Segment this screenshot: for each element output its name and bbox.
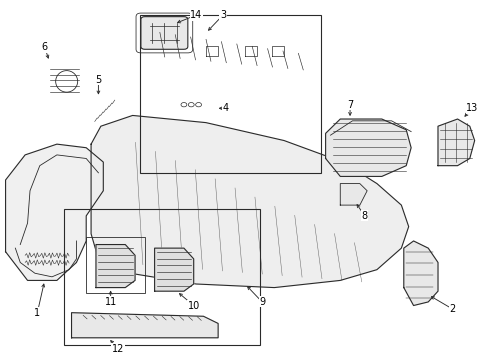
Text: 5: 5 [95, 75, 101, 85]
Text: 13: 13 [466, 103, 478, 113]
Text: 12: 12 [112, 343, 124, 354]
Polygon shape [155, 248, 194, 291]
Text: 1: 1 [34, 308, 40, 318]
Bar [86, 237, 145, 293]
Bar [140, 15, 321, 173]
Text: 4: 4 [222, 103, 228, 113]
Text: 11: 11 [104, 297, 117, 307]
Polygon shape [96, 244, 135, 288]
Text: 6: 6 [42, 42, 48, 52]
Text: 3: 3 [220, 10, 226, 20]
Polygon shape [326, 119, 411, 176]
Polygon shape [91, 116, 409, 288]
Polygon shape [72, 313, 218, 338]
Bar [64, 209, 260, 345]
Polygon shape [404, 241, 438, 306]
Text: 8: 8 [362, 211, 368, 221]
Polygon shape [438, 119, 475, 166]
Polygon shape [340, 184, 367, 205]
FancyBboxPatch shape [141, 17, 188, 49]
Polygon shape [5, 144, 103, 280]
Text: 14: 14 [190, 10, 202, 20]
Text: 7: 7 [347, 100, 353, 110]
Text: 2: 2 [449, 304, 456, 314]
Text: 9: 9 [259, 297, 265, 307]
Text: 10: 10 [188, 301, 200, 311]
